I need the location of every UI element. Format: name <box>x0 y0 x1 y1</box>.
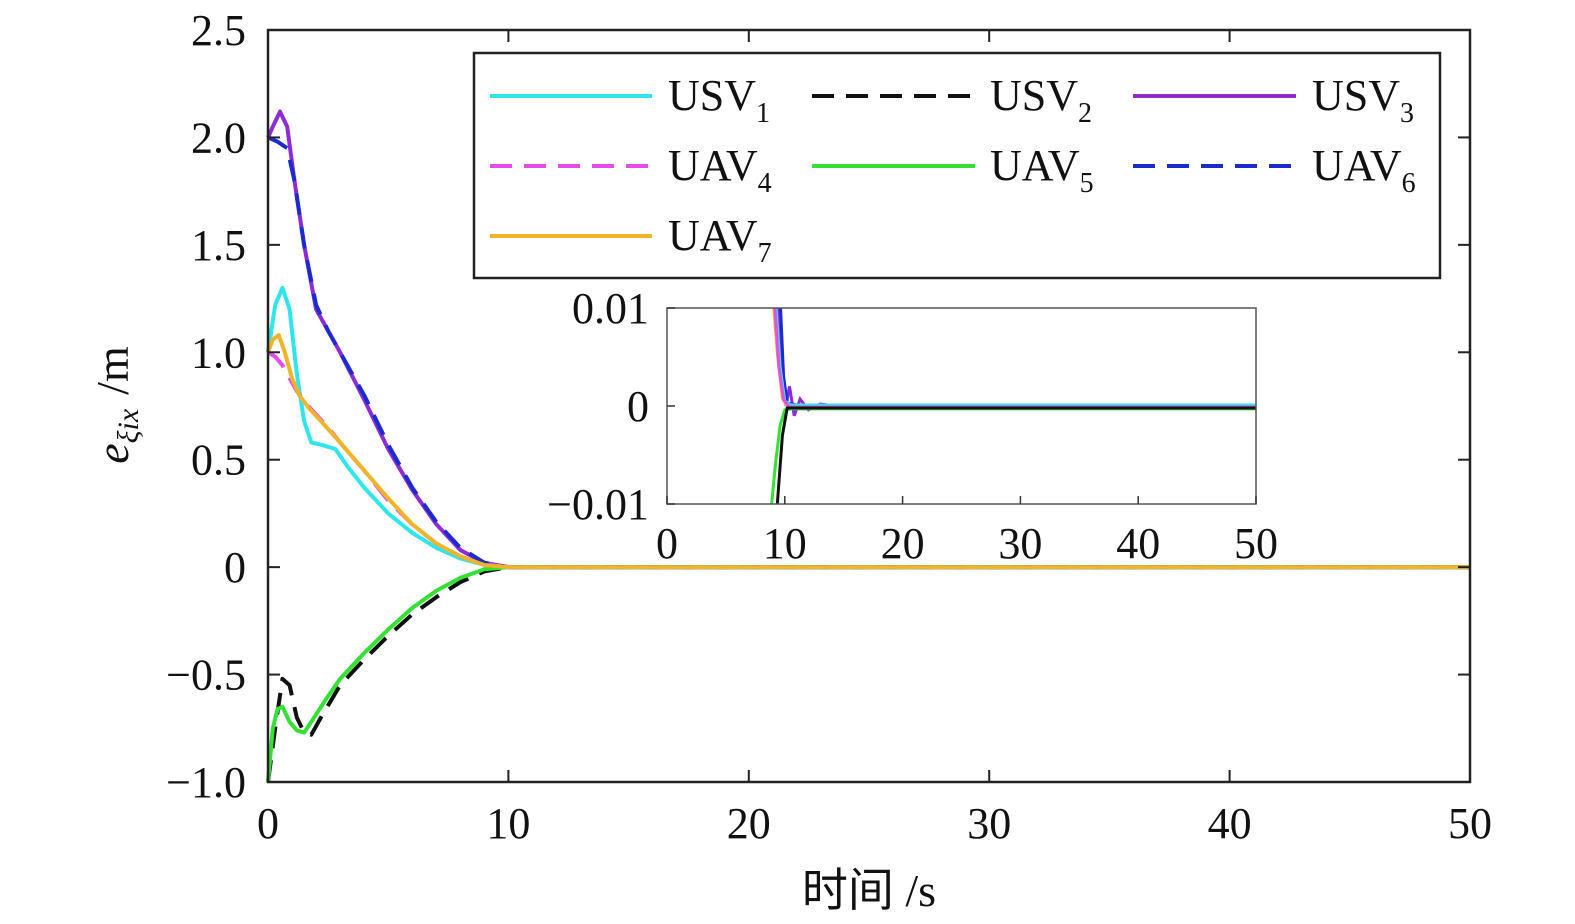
inset-series-group <box>770 308 1256 504</box>
y-tick-label: 0.5 <box>191 436 246 485</box>
legend: USV1 USV2 USV3 UAV4 UAV5 UAV6 UAV7 <box>472 51 1442 280</box>
x-tick-label: 50 <box>1448 799 1492 848</box>
inset-x-tick-label: 10 <box>763 519 807 568</box>
inset-x-tick-label: 50 <box>1234 519 1278 568</box>
y-axis-label-symbol: e <box>87 443 138 463</box>
y-tick-label: 2.5 <box>191 6 246 55</box>
inset-x-tick-label: 40 <box>1116 519 1160 568</box>
series-line-usv3 <box>266 109 1470 570</box>
y-tick-label: 1.0 <box>191 328 246 377</box>
y-tick-label: 2.0 <box>191 113 246 162</box>
inset-y-tick-label: 0.01 <box>572 284 649 333</box>
inset-y-tick-label: −0.01 <box>547 480 649 529</box>
x-tick-label: 10 <box>486 799 530 848</box>
x-tick-label: 20 <box>727 799 771 848</box>
series-line-uav5 <box>266 565 1470 783</box>
inset-x-tick-label: 30 <box>998 519 1042 568</box>
series-line-uav6 <box>267 135 1470 570</box>
inset-x-tick-label: 0 <box>656 519 678 568</box>
legend-label: UAV7 <box>668 211 772 269</box>
inset-series-line-usv2 <box>775 406 1256 504</box>
legend-label: UAV6 <box>1312 141 1416 199</box>
x-tick-label: 30 <box>967 799 1011 848</box>
y-tick-label: −0.5 <box>166 651 246 700</box>
x-tick-label: 0 <box>257 799 279 848</box>
legend-label: UAV4 <box>668 141 772 199</box>
series-line-usv2 <box>266 565 1470 783</box>
legend-label: USV1 <box>668 71 770 129</box>
legend-label: UAV5 <box>990 141 1094 199</box>
x-axis-label: 时间 /s <box>802 865 936 916</box>
x-tick-label: 40 <box>1208 799 1252 848</box>
y-tick-label: 1.5 <box>191 221 246 270</box>
main-plot-area: 0 10 20 30 40 50 −1.0 −0.5 0 0.5 1.0 1.5 2.0 2.5 <box>166 6 1492 848</box>
y-axis-label: eξix/m <box>87 346 145 464</box>
y-axis-label-unit: /m <box>87 346 138 395</box>
series-line-uav7 <box>266 333 1470 570</box>
svg-text:eξix/m: eξix/m <box>87 346 145 464</box>
inset-x-tick-label: 20 <box>881 519 925 568</box>
plot-frame <box>266 28 1472 784</box>
y-tick-label: −1.0 <box>166 758 246 807</box>
legend-label: USV2 <box>990 71 1092 129</box>
inset-y-tick-label: 0 <box>627 382 649 431</box>
y-tick-label: 0 <box>224 543 246 592</box>
y-axis-label-subscript: ξix <box>112 408 145 443</box>
legend-label: USV3 <box>1312 71 1414 129</box>
